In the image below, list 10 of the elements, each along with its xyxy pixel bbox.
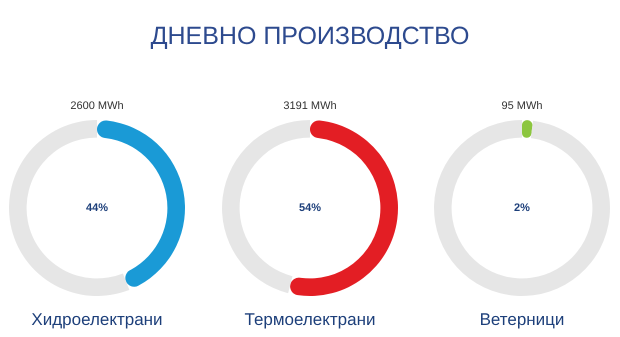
chart-title: ДНЕВНО ПРОИЗВОДСТВО — [150, 22, 470, 51]
text: 2% — [513, 202, 531, 214]
text: 54% — [298, 202, 322, 214]
text: 2600 MWh — [69, 100, 125, 112]
text: 95 MWh — [500, 100, 544, 112]
text: Хидроелектрани — [30, 310, 164, 330]
text: 44% — [84, 202, 110, 214]
text: Ветерници — [478, 310, 566, 330]
text: 3191 MWh — [282, 100, 338, 112]
text: Термоелектрани — [244, 310, 376, 330]
